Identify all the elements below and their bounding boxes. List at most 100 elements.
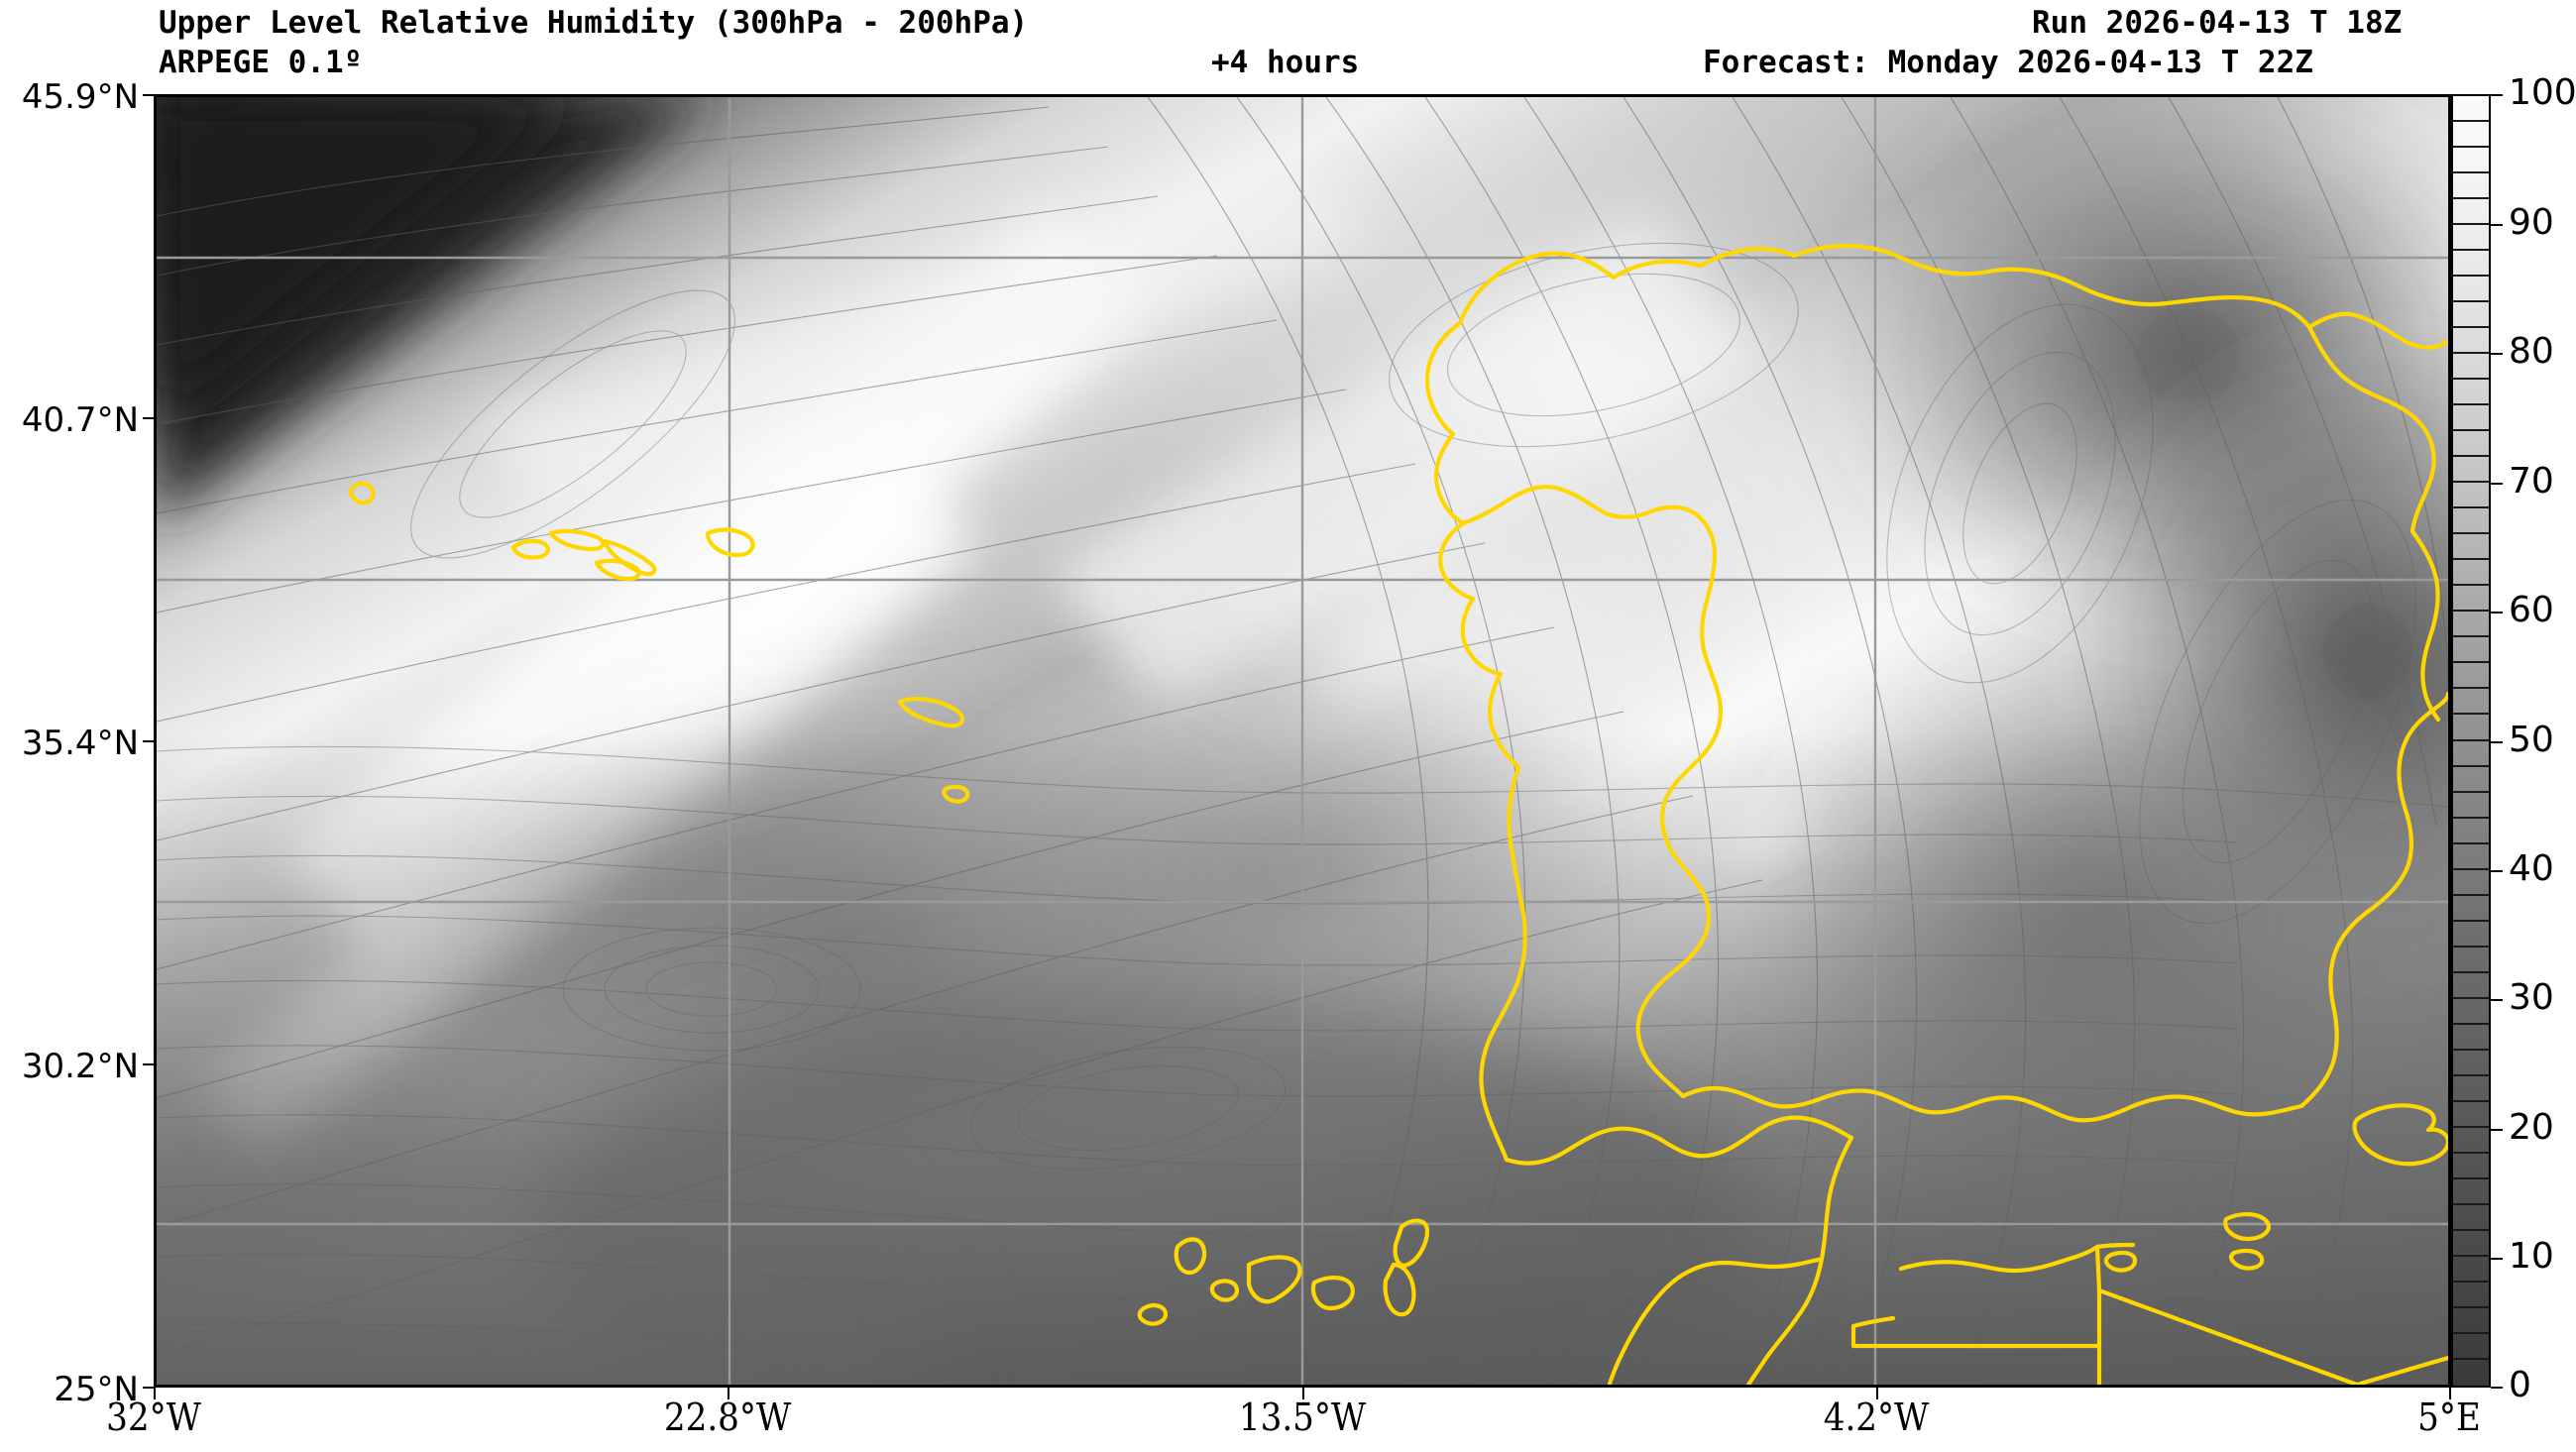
colorbar-band-line [2453, 326, 2489, 329]
colorbar-band-line [2453, 352, 2489, 355]
lead-time-label: +4 hours [1211, 45, 1360, 80]
page-title: Upper Level Relative Humidity (300hPa - … [159, 5, 1029, 41]
colorbar-gradient [2453, 96, 2489, 1386]
colorbar-band-line [2453, 1125, 2489, 1128]
lon-label-32w: 32°W [106, 1396, 201, 1439]
colorbar-band-line [2453, 764, 2489, 767]
cbar-tick-30 [2491, 999, 2503, 1001]
lon-label-22-8w: 22.8°W [663, 1396, 792, 1439]
colorbar-band-line [2453, 197, 2489, 200]
forecast-time-label: Forecast: Monday 2026-04-13 T 22Z [1703, 45, 2313, 80]
humidity-field-svg [157, 97, 2448, 1385]
run-time-label: Run 2026-04-13 T 18Z [2032, 5, 2403, 41]
colorbar-band-line [2453, 1280, 2489, 1283]
lat-tick-4 [143, 1387, 155, 1389]
colorbar-band-line [2453, 171, 2489, 174]
lon-tick-4 [2449, 1388, 2451, 1399]
colorbar-band-line [2453, 1073, 2489, 1076]
colorbar-band-line [2453, 610, 2489, 613]
colorbar-band-line [2453, 558, 2489, 561]
colorbar-band-line [2453, 790, 2489, 793]
cbar-tick-20 [2491, 1129, 2503, 1131]
cbar-tick-80 [2491, 353, 2503, 355]
colorbar-band-line [2453, 1151, 2489, 1154]
lat-tick-2 [143, 740, 155, 742]
cbar-label-50: 50 [2509, 720, 2554, 760]
colorbar-band-line [2453, 223, 2489, 226]
colorbar-band-line [2453, 1305, 2489, 1308]
colorbar-band-line [2453, 275, 2489, 278]
cbar-label-0: 0 [2509, 1365, 2531, 1405]
colorbar-band-line [2453, 481, 2489, 484]
colorbar-band-line [2453, 1228, 2489, 1231]
colorbar-band-line [2453, 455, 2489, 458]
colorbar-band-line [2453, 713, 2489, 716]
cbar-tick-70 [2491, 483, 2503, 485]
colorbar-band-line [2453, 816, 2489, 819]
map-gridlines [157, 97, 2448, 1385]
colorbar-band-line [2453, 945, 2489, 948]
cbar-label-90: 90 [2509, 202, 2554, 243]
cbar-label-60: 60 [2509, 590, 2554, 630]
colorbar-band-line [2453, 1254, 2489, 1257]
colorbar-band-line [2453, 841, 2489, 844]
cbar-label-20: 20 [2509, 1107, 2554, 1148]
colorbar-band-line [2453, 996, 2489, 999]
colorbar-band-line [2453, 506, 2489, 509]
lon-tick-3 [1876, 1388, 1878, 1399]
lat-tick-0 [143, 94, 155, 96]
lon-tick-0 [154, 1388, 156, 1399]
lat-label-35-4: 35.4°N [21, 724, 139, 763]
humidity-map-plot[interactable] [154, 94, 2451, 1388]
lon-label-13-5w: 13.5°W [1238, 1396, 1367, 1439]
lat-label-45-9: 45.9°N [21, 77, 139, 117]
colorbar-band-line [2453, 429, 2489, 432]
lat-label-30-2: 30.2°N [21, 1047, 139, 1086]
colorbar-band-line [2453, 584, 2489, 587]
colorbar-band-line [2453, 300, 2489, 303]
cbar-label-40: 40 [2509, 848, 2554, 889]
colorbar-band-line [2453, 1357, 2489, 1360]
colorbar-band-line [2453, 532, 2489, 535]
lon-label-5e: 5°E [2417, 1396, 2481, 1439]
colorbar-band-line [2453, 403, 2489, 406]
lat-tick-3 [143, 1063, 155, 1065]
colorbar-band-line [2453, 249, 2489, 252]
cbar-tick-90 [2491, 224, 2503, 226]
cbar-tick-60 [2491, 612, 2503, 614]
colorbar[interactable] [2451, 94, 2491, 1388]
colorbar-band-line [2453, 120, 2489, 123]
colorbar-band-line [2453, 687, 2489, 690]
colorbar-band-line [2453, 1099, 2489, 1102]
lon-label-4-2w: 4.2°W [1823, 1396, 1930, 1439]
cbar-tick-40 [2491, 870, 2503, 872]
model-label: ARPEGE 0.1º [159, 45, 363, 80]
colorbar-band-line [2453, 635, 2489, 638]
lon-tick-1 [728, 1388, 729, 1399]
cbar-label-10: 10 [2509, 1236, 2554, 1277]
cbar-label-80: 80 [2509, 331, 2554, 372]
cbar-label-100: 100 [2509, 72, 2576, 113]
colorbar-band-line [2453, 893, 2489, 896]
coastlines [348, 243, 2448, 1385]
cbar-tick-50 [2491, 741, 2503, 743]
colorbar-band-line [2453, 378, 2489, 381]
lon-tick-2 [1302, 1388, 1304, 1399]
contour-lines [157, 97, 2448, 1385]
colorbar-band-line [2453, 970, 2489, 973]
cbar-label-70: 70 [2509, 461, 2554, 502]
colorbar-band-line [2453, 1202, 2489, 1205]
colorbar-band-line [2453, 1176, 2489, 1179]
colorbar-band-line [2453, 661, 2489, 664]
colorbar-band-line [2453, 146, 2489, 149]
cbar-label-30: 30 [2509, 977, 2554, 1018]
cbar-tick-10 [2491, 1258, 2503, 1260]
colorbar-band-line [2453, 867, 2489, 870]
colorbar-band-line [2453, 919, 2489, 922]
colorbar-band-line [2453, 1331, 2489, 1334]
colorbar-band-line [2453, 738, 2489, 741]
colorbar-band-line [2453, 1048, 2489, 1051]
lat-label-25: 25°N [54, 1370, 139, 1409]
colorbar-band-line [2453, 1022, 2489, 1025]
